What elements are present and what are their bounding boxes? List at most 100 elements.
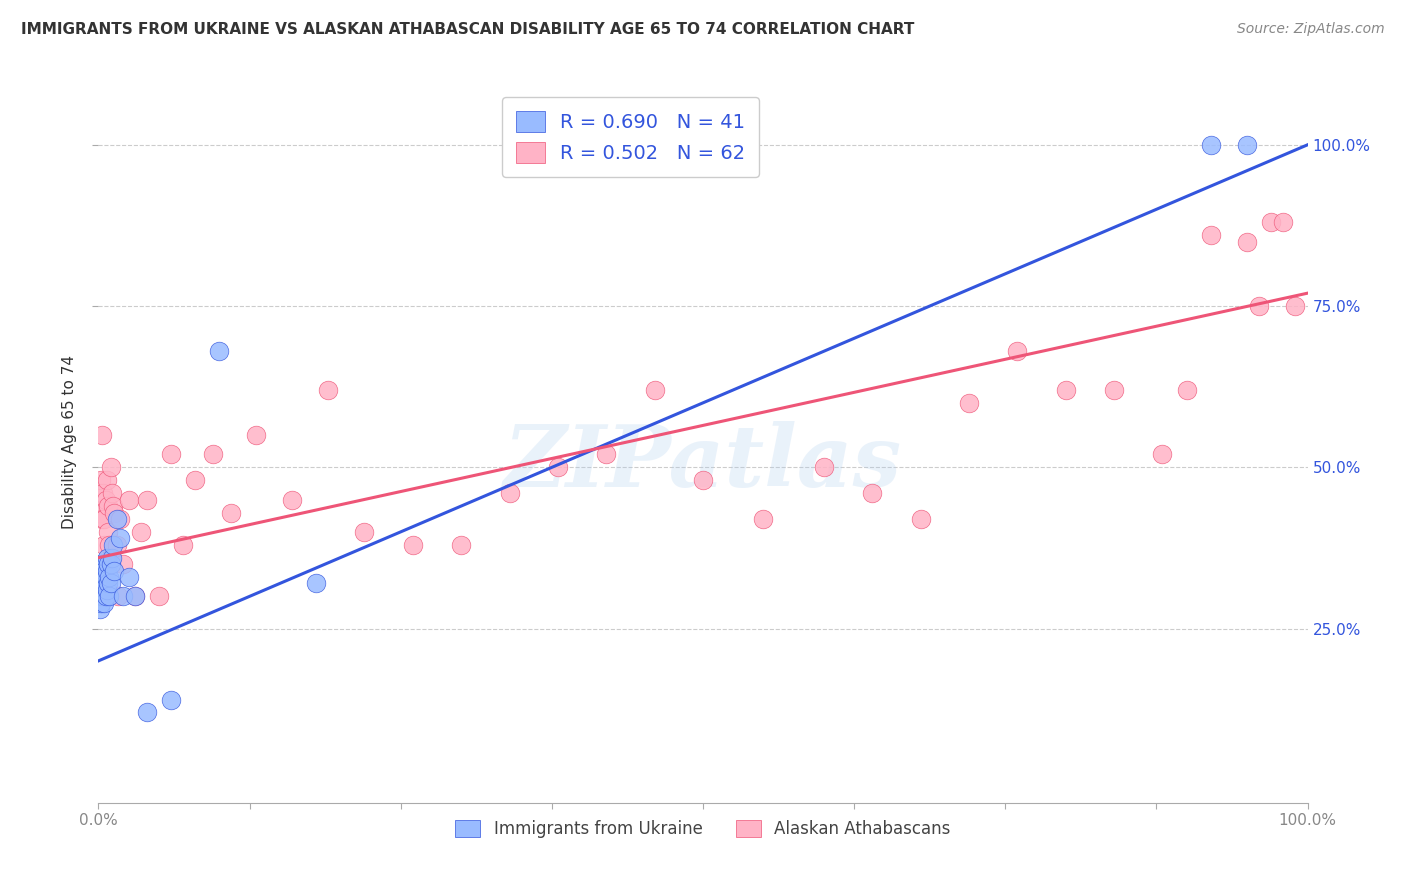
Point: [1284, 299, 1306, 313]
Point: [245, 428, 267, 442]
Point: [498, 486, 520, 500]
Point: [91, 428, 114, 442]
Point: [450, 538, 472, 552]
Point: [118, 570, 141, 584]
Y-axis label: Disability Age 65 to 74: Disability Age 65 to 74: [62, 354, 77, 529]
Point: [96, 582, 118, 597]
Point: [91, 486, 114, 500]
Point: [595, 447, 617, 461]
Point: [100, 550, 122, 565]
Point: [208, 344, 231, 359]
Point: [1272, 215, 1295, 229]
Point: [89, 590, 111, 604]
Point: [160, 692, 183, 706]
Point: [118, 492, 141, 507]
Point: [97, 524, 120, 539]
Point: [1236, 137, 1258, 152]
Point: [91, 582, 114, 597]
Point: [135, 706, 157, 720]
Point: [98, 538, 121, 552]
Point: [129, 524, 152, 539]
Point: [90, 596, 112, 610]
Point: [1007, 344, 1029, 359]
Legend: Immigrants from Ukraine, Alaskan Athabascans: Immigrants from Ukraine, Alaskan Athabas…: [449, 814, 957, 845]
Point: [101, 499, 124, 513]
Point: [1152, 447, 1174, 461]
Point: [97, 576, 120, 591]
Point: [93, 596, 115, 610]
Point: [93, 564, 115, 578]
Point: [90, 557, 112, 571]
Point: [316, 383, 339, 397]
Point: [108, 512, 131, 526]
Point: [93, 538, 115, 552]
Point: [89, 576, 111, 591]
Point: [100, 576, 122, 591]
Point: [353, 524, 375, 539]
Point: [90, 570, 112, 584]
Point: [957, 396, 980, 410]
Point: [100, 486, 122, 500]
Point: [89, 486, 111, 500]
Point: [1249, 299, 1271, 313]
Point: [89, 506, 111, 520]
Point: [160, 447, 183, 461]
Point: [221, 506, 243, 520]
Point: [547, 460, 569, 475]
Point: [91, 564, 114, 578]
Point: [1054, 383, 1077, 397]
Point: [103, 564, 125, 578]
Point: [281, 492, 304, 507]
Point: [91, 590, 114, 604]
Point: [107, 590, 129, 604]
Point: [184, 473, 207, 487]
Point: [644, 383, 666, 397]
Point: [1102, 383, 1125, 397]
Point: [108, 531, 131, 545]
Point: [90, 582, 112, 597]
Point: [752, 512, 775, 526]
Point: [172, 538, 194, 552]
Point: [101, 538, 124, 552]
Point: [98, 590, 121, 604]
Point: [813, 460, 835, 475]
Point: [105, 538, 128, 552]
Point: [1236, 235, 1258, 249]
Point: [91, 557, 114, 571]
Point: [1199, 137, 1222, 152]
Point: [1199, 228, 1222, 243]
Text: ZIPatlas: ZIPatlas: [503, 421, 903, 505]
Point: [94, 492, 117, 507]
Point: [90, 473, 112, 487]
Point: [94, 570, 117, 584]
Point: [90, 590, 112, 604]
Point: [202, 447, 225, 461]
Point: [93, 576, 115, 591]
Point: [1175, 383, 1198, 397]
Point: [93, 512, 115, 526]
Point: [148, 590, 170, 604]
Point: [97, 499, 120, 513]
Point: [105, 512, 128, 526]
Point: [402, 538, 425, 552]
Point: [91, 590, 114, 604]
Text: IMMIGRANTS FROM UKRAINE VS ALASKAN ATHABASCAN DISABILITY AGE 65 TO 74 CORRELATIO: IMMIGRANTS FROM UKRAINE VS ALASKAN ATHAB…: [21, 22, 914, 37]
Point: [135, 492, 157, 507]
Point: [96, 564, 118, 578]
Point: [305, 576, 328, 591]
Point: [692, 473, 714, 487]
Point: [97, 557, 120, 571]
Point: [1260, 215, 1282, 229]
Point: [111, 557, 134, 571]
Point: [100, 460, 122, 475]
Point: [860, 486, 883, 500]
Point: [100, 557, 122, 571]
Point: [89, 602, 111, 616]
Point: [98, 570, 121, 584]
Point: [91, 576, 114, 591]
Point: [111, 590, 134, 604]
Point: [124, 590, 146, 604]
Point: [96, 550, 118, 565]
Text: Source: ZipAtlas.com: Source: ZipAtlas.com: [1237, 22, 1385, 37]
Point: [910, 512, 932, 526]
